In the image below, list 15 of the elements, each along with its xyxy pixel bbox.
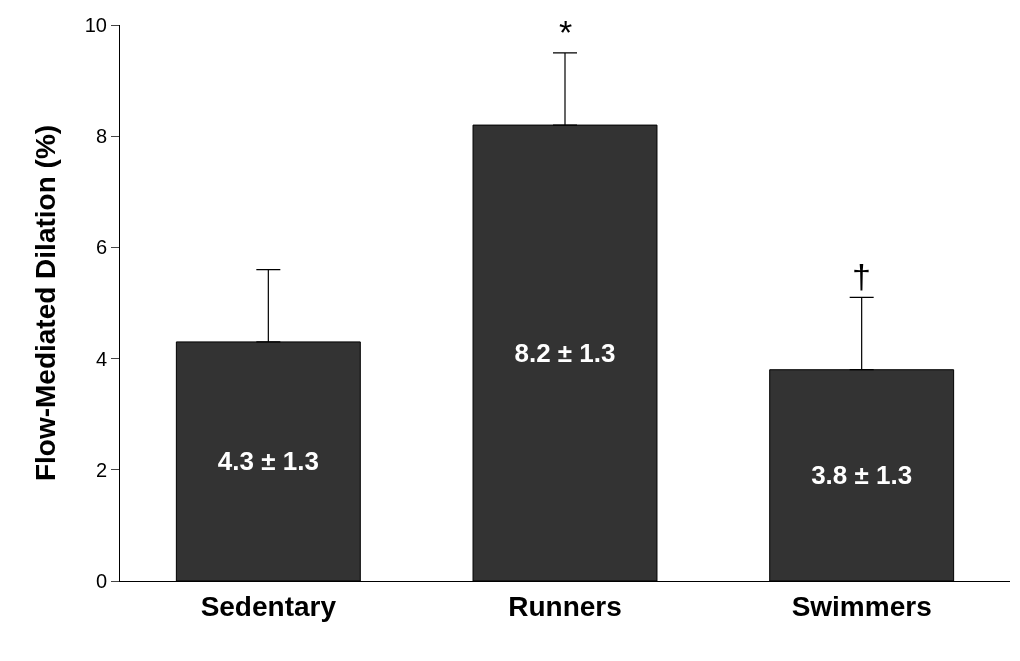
y-tick-label: 8 [95, 125, 107, 148]
data-label: 8.2 ± 1.3 [514, 338, 616, 369]
x-tick-label: Sedentary [200, 590, 337, 622]
x-tick-label: Runners [508, 590, 622, 622]
y-tick-label: 4 [95, 347, 107, 370]
y-tick-label: 2 [95, 458, 107, 481]
data-label: 4.3 ± 1.3 [217, 446, 319, 477]
y-axis-title: Flow-Mediated Dilation (%) [30, 124, 62, 482]
data-label: 3.8 ± 1.3 [811, 460, 913, 491]
y-tick-label: 10 [84, 14, 107, 36]
annotation: * [559, 13, 573, 51]
annotation: † [852, 257, 871, 295]
y-tick-label: 6 [95, 236, 107, 259]
y-tick-label: 0 [95, 570, 107, 592]
x-tick-label: Swimmers [791, 590, 932, 622]
